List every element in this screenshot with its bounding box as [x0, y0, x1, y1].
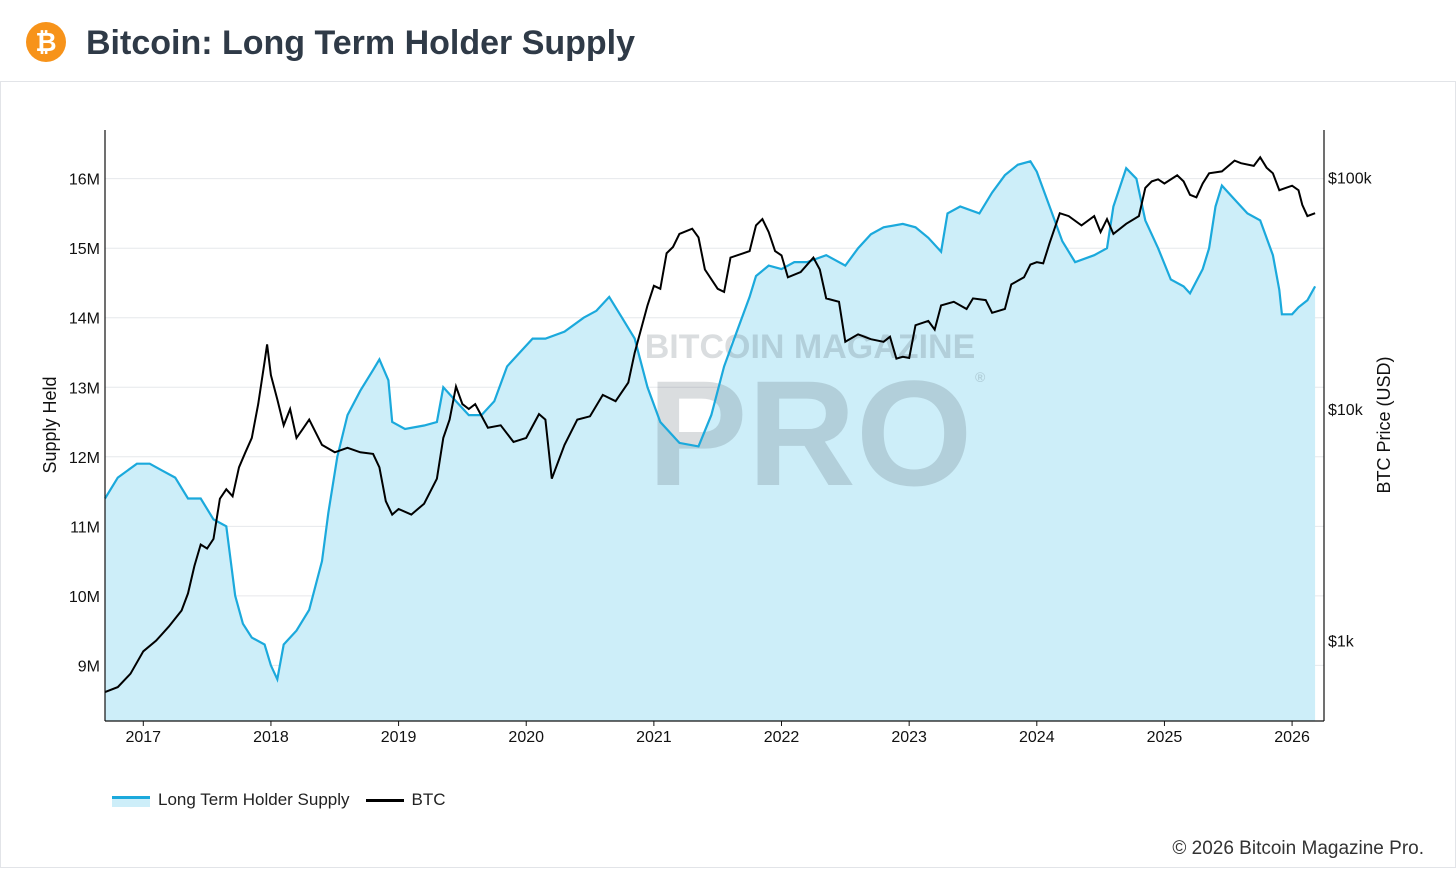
y-tick-label: 14M: [69, 311, 100, 328]
watermark-reg-text: ®: [975, 369, 986, 385]
y-tick-label: 11M: [70, 519, 100, 536]
y-tick-label: 12M: [69, 450, 100, 467]
y2-tick-labels: $1k $10k $100k: [1328, 170, 1373, 650]
axes: [104, 130, 1325, 722]
legend-label-btc: BTC: [411, 790, 446, 809]
y-tick-label: 15M: [69, 241, 100, 258]
x-tick-label: 2022: [764, 729, 800, 746]
copyright-text: © 2026 Bitcoin Magazine Pro.: [1172, 838, 1424, 859]
y2-tick-label: $100k: [1328, 170, 1373, 187]
ltsh-area: [105, 161, 1316, 722]
x-tick-label: 2025: [1147, 729, 1183, 746]
x-tick-label: 2023: [891, 729, 927, 746]
y-tick-label: 13M: [69, 380, 100, 397]
x-tick-labels: 2017 2018 2019 2020 2021 2022 2023 2024 2025 2026: [125, 721, 1310, 746]
x-tick-label: 2026: [1274, 729, 1310, 746]
watermark: BITCOIN MAGAZINE PRO ®: [645, 328, 986, 517]
btc-line: [104, 155, 1316, 694]
legend-swatch-ltsh: [112, 796, 150, 807]
bitcoin-icon: ₿: [26, 22, 66, 62]
y-axis-title: Supply Held: [40, 376, 60, 473]
y2-tick-label: $10k: [1328, 402, 1364, 419]
y-tick-label: 9M: [78, 658, 100, 675]
legend-label-ltsh: Long Term Holder Supply: [158, 790, 350, 809]
x-tick-label: 2020: [508, 729, 544, 746]
page-header: ₿ Bitcoin: Long Term Holder Supply: [0, 0, 1456, 82]
y2-axis-title: BTC Price (USD): [1374, 356, 1394, 493]
page-title: Bitcoin: Long Term Holder Supply: [86, 24, 636, 62]
x-tick-label: 2021: [636, 729, 672, 746]
y-tick-label: 16M: [69, 172, 100, 189]
y-tick-label: 10M: [69, 589, 100, 606]
y-tick-labels: 9M 10M 11M 12M 13M 14M 15M 16M: [69, 172, 100, 676]
x-tick-label: 2017: [125, 729, 161, 746]
ltsh-line: [104, 160, 1317, 683]
watermark-pro-text: PRO: [647, 349, 972, 517]
legend-item-btc[interactable]: BTC: [365, 790, 446, 810]
legend-item-ltsh[interactable]: Long Term Holder Supply: [112, 790, 350, 810]
x-tick-label: 2024: [1019, 729, 1055, 746]
y2-tick-label: $1k: [1328, 634, 1355, 651]
x-tick-label: 2018: [253, 729, 289, 746]
legend-swatch-btc: [365, 798, 404, 802]
watermark-top-text: BITCOIN MAGAZINE: [645, 328, 976, 366]
legend: Long Term Holder Supply BTC: [112, 790, 462, 810]
x-tick-label: 2019: [381, 729, 417, 746]
